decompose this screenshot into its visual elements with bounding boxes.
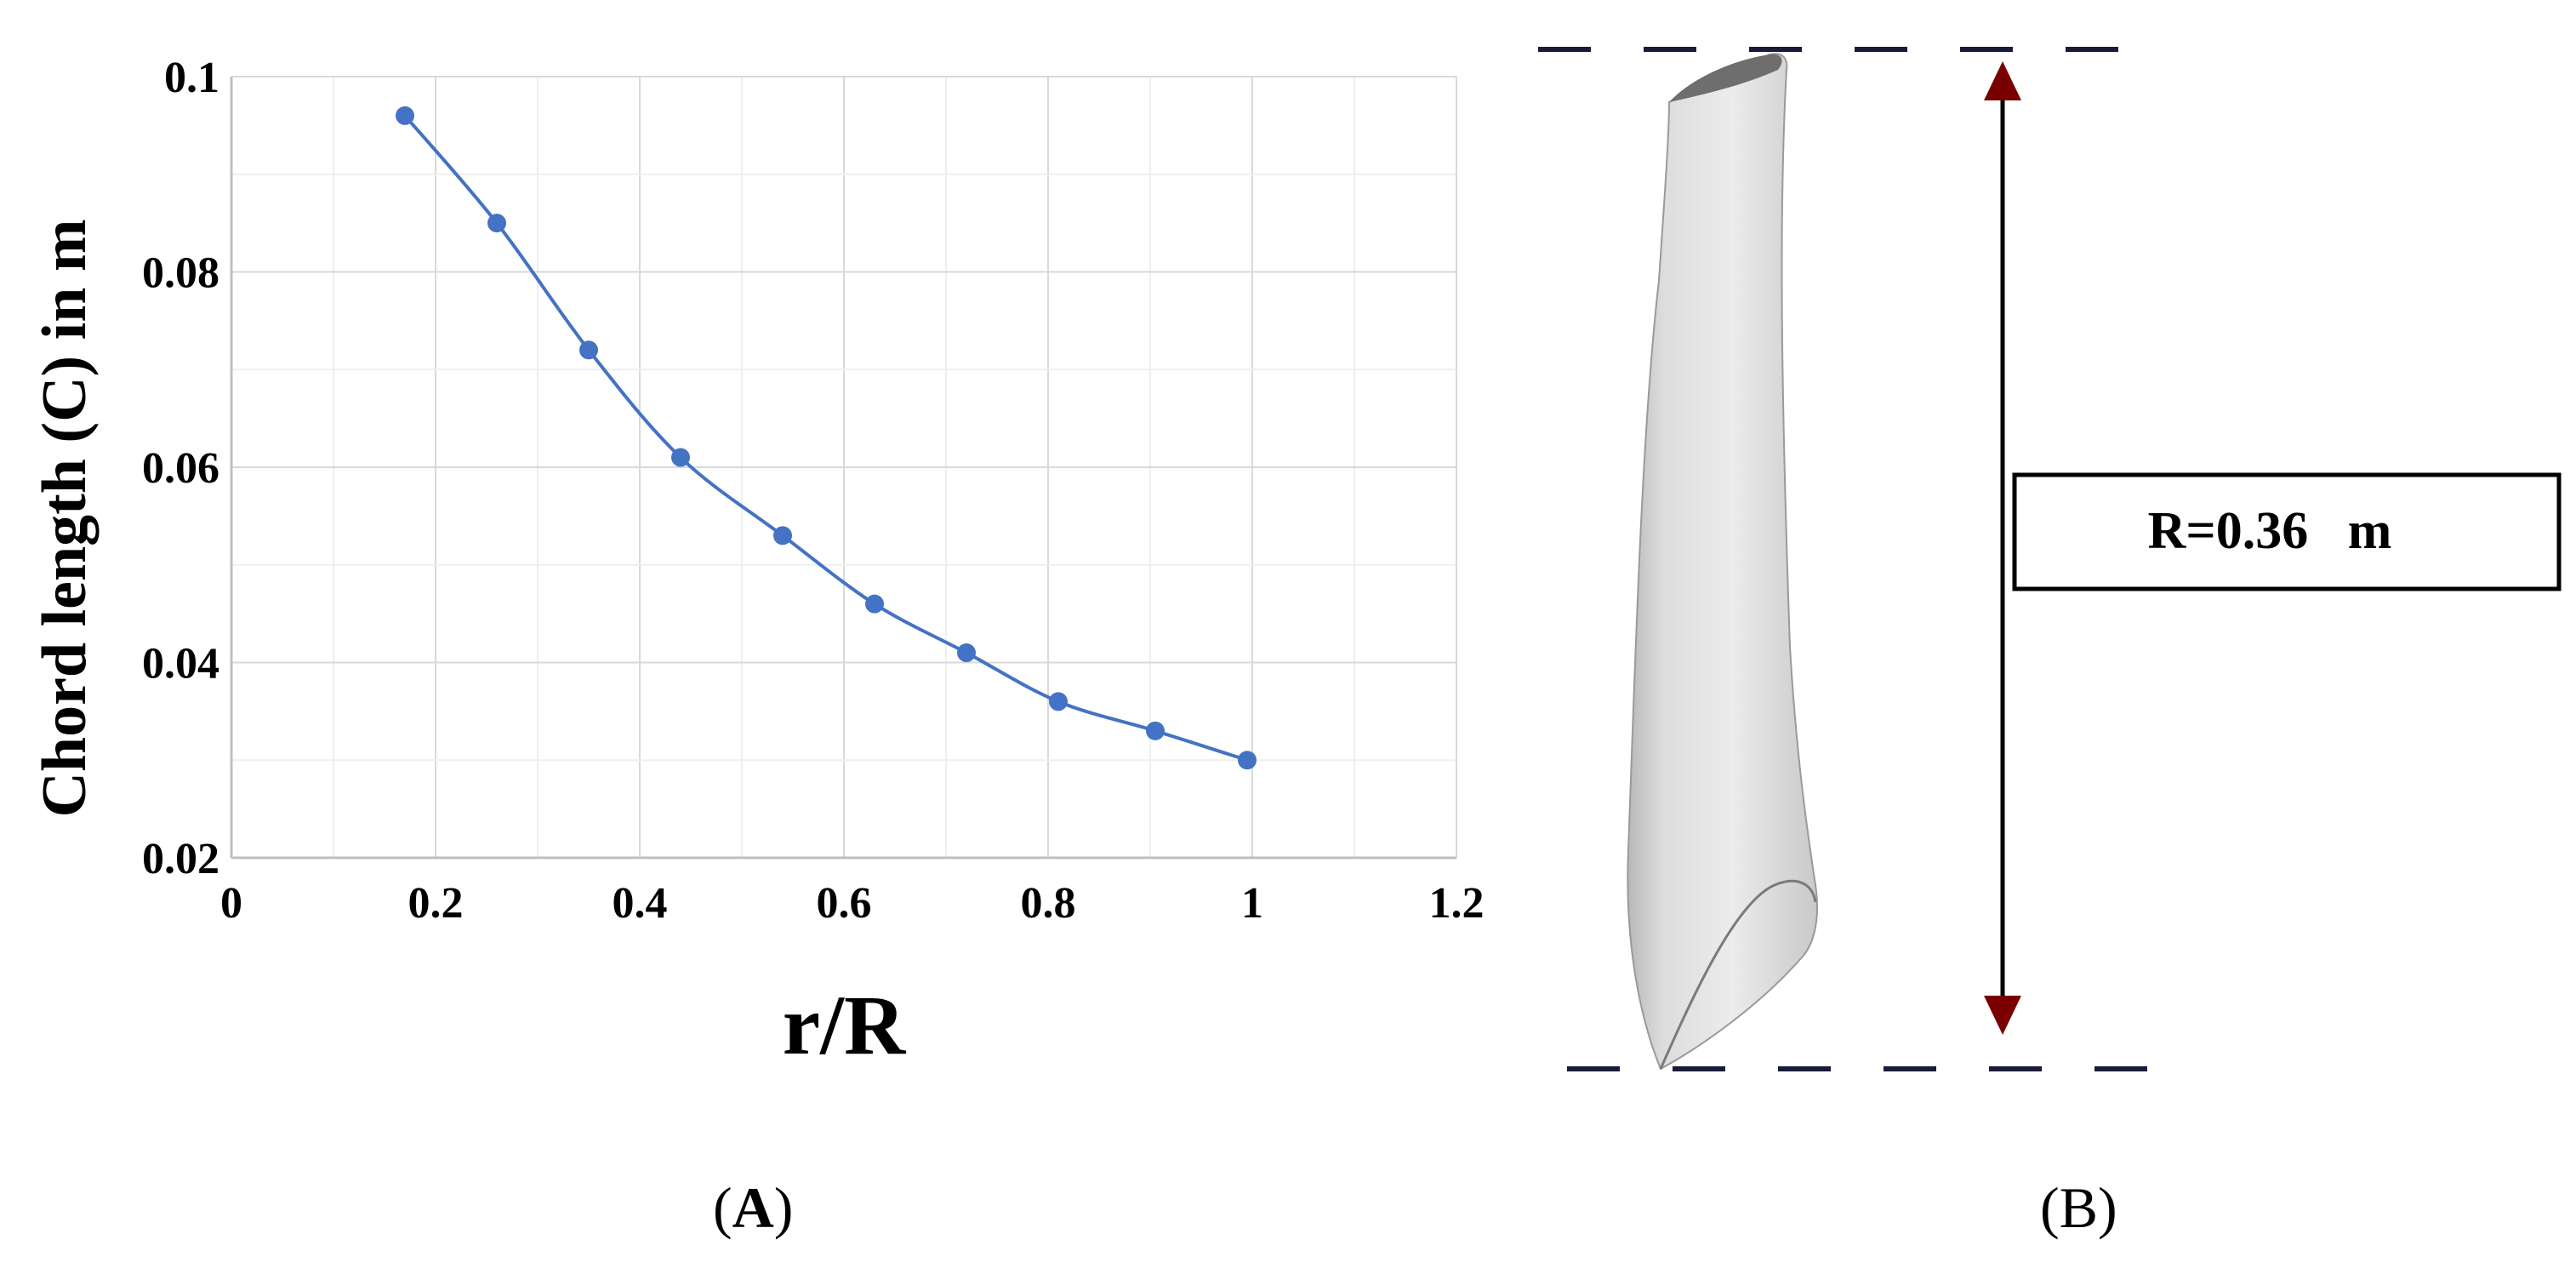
chart-axes [230, 77, 1456, 860]
chord-length-chart: 0 0.2 0.4 0.6 0.8 1 1.2 0.02 0.04 0.06 0.08 0.1 r/… [30, 54, 1485, 1072]
x-tick-label: 0 [220, 879, 242, 928]
data-point [1049, 692, 1068, 711]
x-tick-label: 1 [1241, 879, 1263, 928]
x-tick-label: 0.6 [817, 879, 872, 928]
radius-arrow-head-bottom [1984, 996, 2021, 1035]
blade-diagram: R=0.36 m [1538, 47, 2562, 1071]
y-tick-label: 0.06 [142, 444, 219, 493]
chord-length-series-line [403, 114, 1248, 763]
x-tick-label: 1.2 [1429, 879, 1485, 928]
x-tick-label: 0.8 [1021, 879, 1076, 928]
data-point [396, 106, 414, 125]
data-point [1146, 721, 1165, 740]
blade-body [1627, 53, 1818, 1071]
blade-tip-face [1669, 54, 1782, 102]
y-axis-title: Chord length (C) in m [30, 219, 100, 817]
y-tick-label: 0.1 [164, 54, 219, 102]
y-tick-label: 0.02 [142, 835, 219, 883]
y-tick-labels: 0.02 0.04 0.06 0.08 0.1 [142, 54, 219, 883]
data-point [957, 643, 976, 663]
radius-label-box [2012, 472, 2562, 591]
blade-root-airfoil-edge [1659, 879, 1817, 1070]
data-point [487, 214, 506, 233]
data-point [865, 594, 884, 614]
data-point [579, 340, 598, 360]
x-tick-label: 0.2 [408, 879, 464, 928]
chart-gridlines [231, 76, 1457, 859]
panel-label-a: (A) [713, 1175, 794, 1240]
y-tick-label: 0.04 [142, 640, 219, 688]
panel-label-b: (B) [2040, 1175, 2117, 1240]
x-tick-label: 0.4 [613, 879, 668, 928]
radius-label: R=0.36 m [2148, 502, 2392, 560]
data-point [773, 526, 792, 545]
data-point [671, 448, 690, 467]
x-axis-title: r/R [783, 978, 907, 1072]
data-point [1238, 751, 1257, 770]
chord-length-series-points [396, 106, 1257, 770]
y-tick-label: 0.08 [142, 249, 219, 298]
radius-arrow-head-top [1984, 61, 2021, 100]
x-tick-labels: 0 0.2 0.4 0.6 0.8 1 1.2 [220, 879, 1485, 928]
